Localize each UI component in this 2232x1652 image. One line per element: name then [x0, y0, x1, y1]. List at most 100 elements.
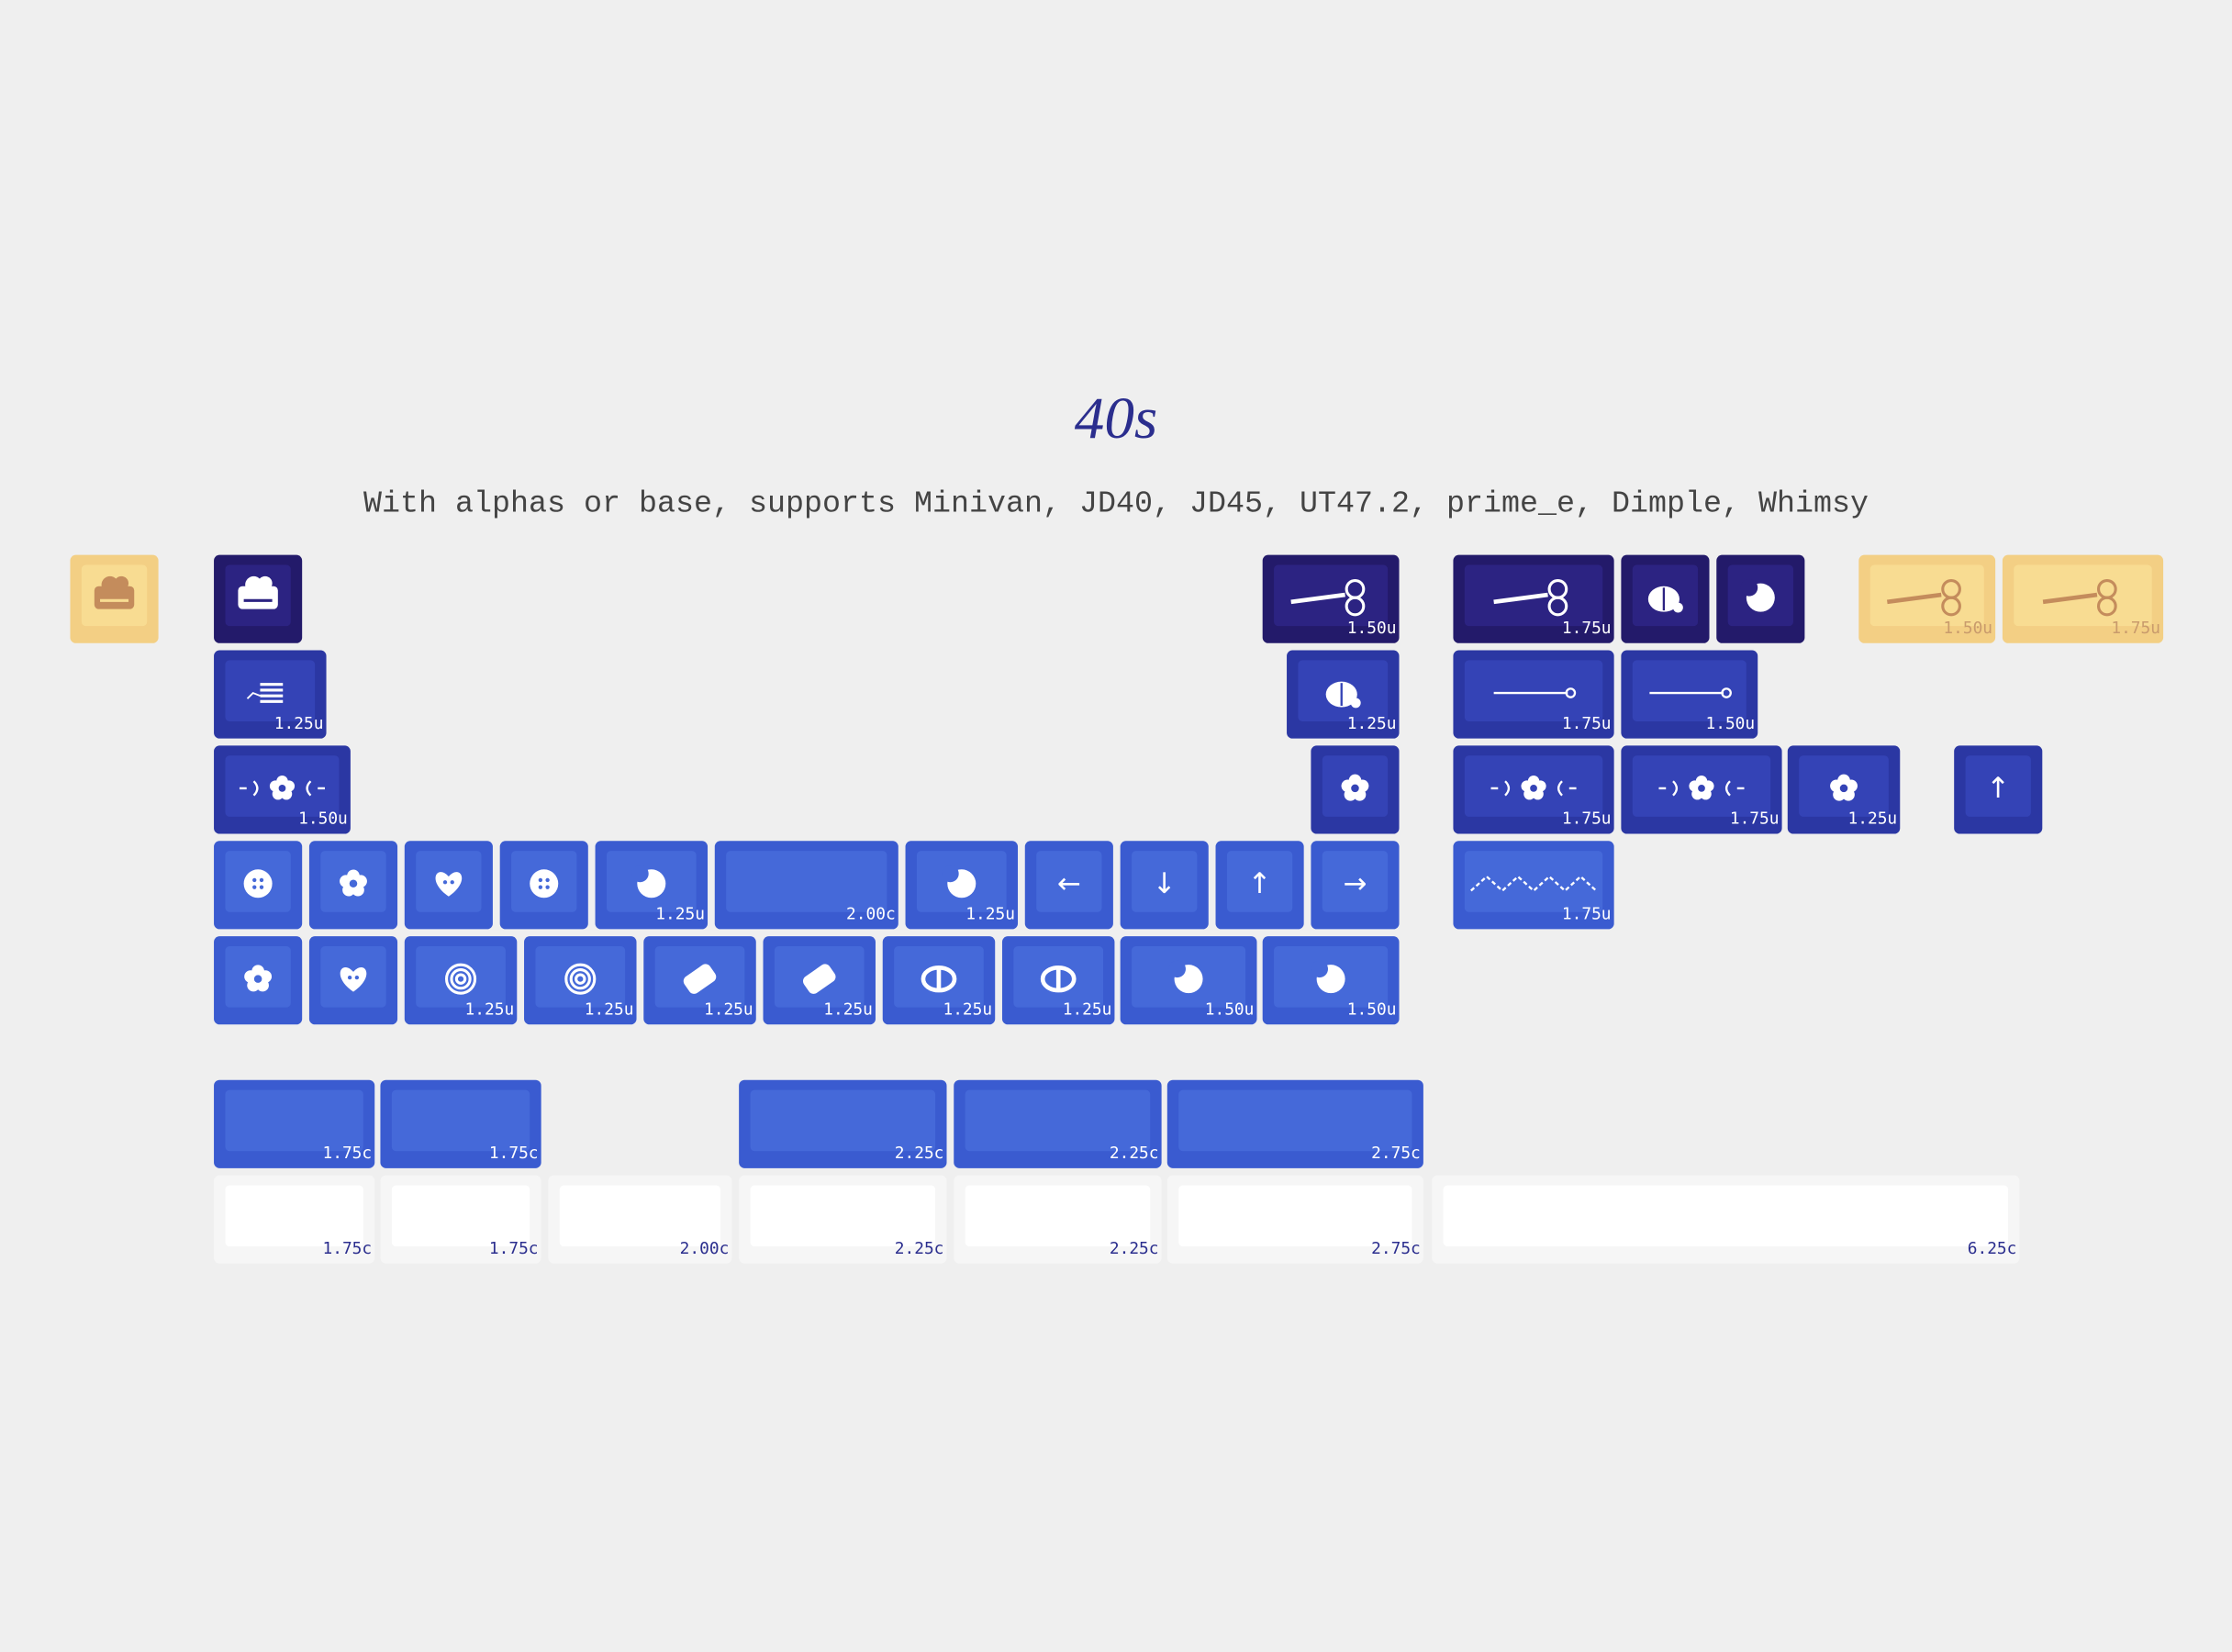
size-label: 1.25u [823, 999, 873, 1019]
icon-box [238, 586, 278, 609]
keycap: 1.75u [1453, 554, 1614, 643]
keycap [1621, 554, 1710, 643]
icon-swirl [444, 963, 477, 995]
keycap-top [1178, 1185, 1412, 1247]
keycap: 1.25u [643, 936, 756, 1025]
size-label: 1.50u [1347, 999, 1397, 1019]
size-label: 2.00c [680, 1239, 730, 1258]
size-label: 1.25u [965, 905, 1015, 924]
title: 40s [1075, 385, 1157, 452]
keycap: 1.25u [882, 936, 996, 1025]
size-label: 1.50u [298, 809, 348, 829]
keycap [70, 554, 159, 643]
icon-center [278, 785, 286, 792]
icon-eraser [802, 964, 836, 994]
keycap: 2.25c [739, 1079, 947, 1168]
keycap: 1.50u [1621, 650, 1758, 739]
size-label: 1.25u [704, 999, 753, 1019]
keycap-top [1178, 1089, 1412, 1152]
key-legend: ↓ [1153, 867, 1177, 900]
icon-cookie [114, 575, 129, 591]
keycap-top [726, 851, 887, 912]
size-label: 1.75u [1730, 809, 1780, 829]
keycap: 2.00c [548, 1175, 732, 1264]
icon-heart [435, 872, 463, 897]
icon-blade [1887, 592, 1942, 605]
keycap [404, 841, 493, 930]
keycap: 1.25u [1787, 745, 1901, 834]
keycap-top [391, 1089, 530, 1152]
icon-hole [347, 975, 352, 980]
icon-hole [259, 877, 264, 883]
keycap-top [535, 946, 626, 1008]
keycap: 6.25c [1432, 1175, 2020, 1264]
icon-bite [1311, 960, 1329, 978]
keycap-top [1443, 1185, 2009, 1247]
keycap-top [1036, 851, 1102, 912]
icon-center [1530, 785, 1537, 792]
keycap: → [1311, 841, 1400, 930]
keycap-top [750, 1089, 936, 1152]
size-label: 2.75c [1371, 1144, 1421, 1163]
keycap-top [1464, 660, 1603, 722]
icon-eraser [683, 964, 717, 994]
icon-eye [1721, 687, 1732, 698]
size-label: 1.75c [489, 1144, 539, 1163]
keycap [1311, 745, 1400, 834]
size-label: 2.25c [1110, 1239, 1159, 1258]
size-label: 6.25c [1968, 1239, 2017, 1258]
icon-petal [1689, 780, 1701, 792]
icon-hole [252, 885, 257, 889]
icon-hole [442, 880, 448, 885]
size-label: 1.25u [1063, 999, 1112, 1019]
size-label: 2.25c [895, 1144, 944, 1163]
icon-hole [354, 975, 360, 980]
size-label: 1.75c [323, 1239, 373, 1258]
size-label: 1.25u [274, 714, 324, 733]
size-label: 2.25c [895, 1239, 944, 1258]
keycap: 1.75u [1453, 745, 1614, 834]
icon-eye [1565, 687, 1577, 698]
icon-center [1698, 785, 1705, 792]
keycap: 2.75c [1166, 1175, 1423, 1264]
keycap: ↓ [1120, 841, 1209, 930]
size-label: 1.25u [1848, 809, 1898, 829]
icon-swirl [564, 963, 597, 995]
icon-petal [1341, 779, 1355, 793]
icon-hole [259, 885, 264, 889]
keycap: ↑ [1215, 841, 1304, 930]
size-label: 1.75c [323, 1144, 373, 1163]
icon-blade [1493, 592, 1548, 605]
icon-hole [545, 877, 550, 883]
icon-swirl [569, 968, 591, 990]
icon-hole [252, 877, 257, 883]
size-label: 1.75u [1562, 714, 1612, 733]
icon-blade [1290, 592, 1345, 605]
keycap: 1.25u [1001, 936, 1115, 1025]
size-label: 1.50u [1347, 619, 1397, 638]
keycap [214, 936, 303, 1025]
keycap: 1.50u [1858, 554, 1996, 643]
keycap [499, 841, 588, 930]
icon-box [94, 586, 135, 609]
icon-button [243, 869, 273, 899]
keycap-top [1226, 851, 1293, 912]
size-label: 1.25u [585, 999, 634, 1019]
keycap: 2.00c [714, 841, 898, 930]
size-label: 1.75u [1562, 905, 1612, 924]
icon-petal [340, 875, 352, 887]
icon-curl [239, 780, 325, 797]
icon-curl [1490, 780, 1577, 797]
size-label: 1.25u [943, 999, 992, 1019]
icon-petal [269, 780, 282, 792]
icon-ring [1941, 596, 1961, 617]
size-label: 1.25u [655, 905, 705, 924]
key-legend: ↑ [1986, 772, 2010, 805]
keycap: ← [1024, 841, 1113, 930]
keycap: 1.75c [380, 1175, 541, 1264]
icon-center [1839, 784, 1848, 793]
icon-cookie [245, 575, 262, 594]
keycap: 1.50u [1262, 554, 1400, 643]
keycap-top [559, 1185, 720, 1247]
